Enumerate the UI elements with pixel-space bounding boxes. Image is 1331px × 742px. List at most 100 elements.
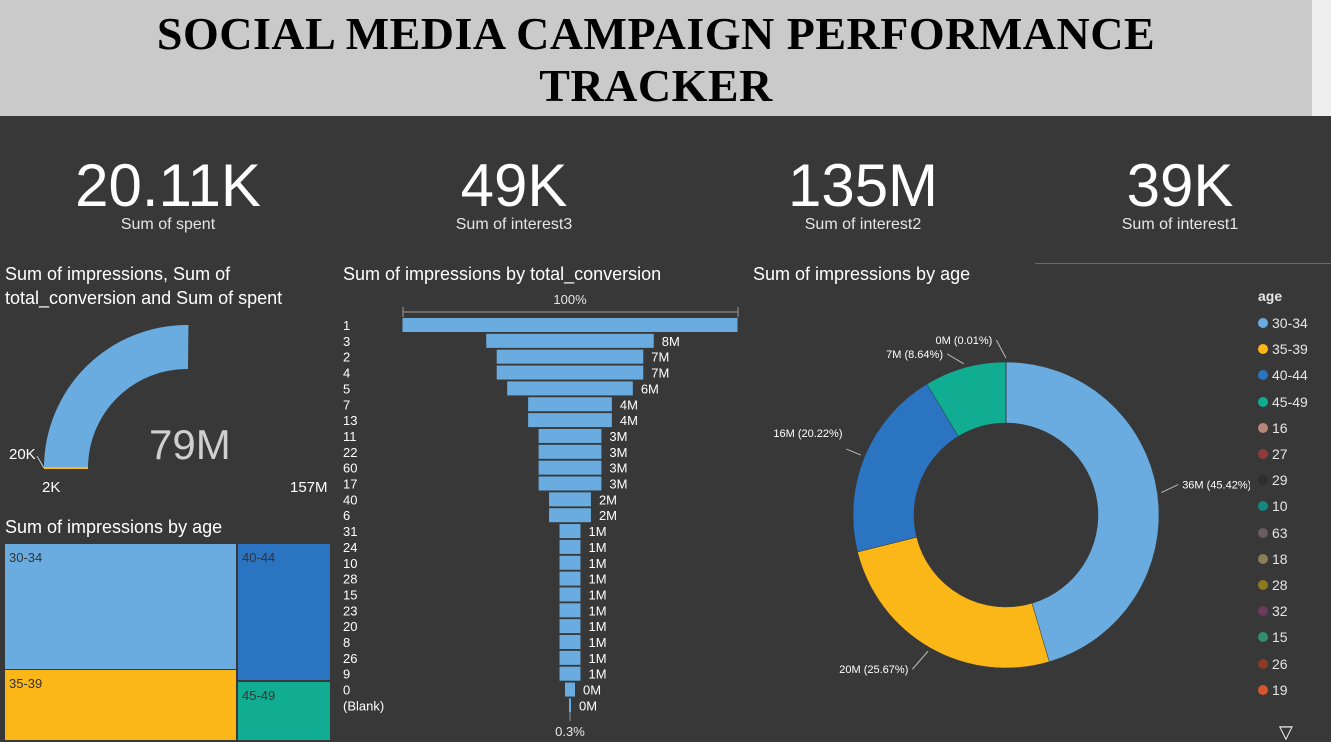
funnel-category-label: 17 [343,477,357,492]
treemap-cell-35-39[interactable]: 35-39 [5,670,236,740]
funnel-data-label: 2M [599,508,617,523]
funnel-bar[interactable] [486,334,654,348]
funnel-bar[interactable] [539,429,602,443]
donut-label-leader [996,340,1006,358]
funnel-data-label: 3M [609,445,627,460]
legend-dot-icon [1258,423,1268,433]
donut-data-label: 16M (20.22%) [773,428,842,440]
legend-item[interactable]: 32 [1258,598,1308,624]
funnel-bar[interactable] [497,350,644,364]
funnel-data-label: 1M [588,572,606,587]
legend-dot-icon [1258,397,1268,407]
kpi-value: 135M [713,150,1013,222]
legend-dot-icon [1258,554,1268,564]
kpi-card-interest3[interactable]: 49K Sum of interest3 [364,150,664,234]
treemap-cell-45-49[interactable]: 45-49 [238,682,330,740]
funnel-data-label: 1M [588,540,606,555]
legend-item[interactable]: 40-44 [1258,362,1308,388]
funnel-bar[interactable] [403,318,738,332]
kpi-value: 49K [364,150,664,222]
legend-item[interactable]: 28 [1258,572,1308,598]
funnel-category-label: 24 [343,540,357,555]
funnel-bar[interactable] [560,524,581,538]
funnel-bar[interactable] [560,587,581,601]
funnel-bar[interactable] [528,397,612,411]
donut-label-leader [912,651,928,669]
funnel-bar[interactable] [569,698,571,712]
kpi-card-interest1[interactable]: 39K Sum of interest1 [1030,150,1330,234]
legend-item-label: 15 [1272,629,1288,645]
funnel-bar[interactable] [560,556,581,570]
funnel-category-label: 9 [343,667,350,682]
legend-item[interactable]: 18 [1258,546,1308,572]
legend-dot-icon [1258,606,1268,616]
donut-data-label: 0M (0.01%) [935,335,992,347]
funnel-category-label: 11 [343,429,357,444]
funnel-bar[interactable] [565,683,575,697]
funnel-category-label: 8 [343,635,350,650]
legend-item-label: 32 [1272,603,1288,619]
legend-item[interactable]: 10 [1258,493,1308,519]
funnel-bar[interactable] [560,667,581,681]
funnel-data-label: 1M [588,556,606,571]
legend-item[interactable]: 29 [1258,467,1308,493]
donut-slice[interactable] [858,537,1050,668]
scroll-down-chevron-icon[interactable]: ▽ [1279,724,1293,740]
gauge-chart[interactable]: 20K 2K 157M 79M [0,318,335,498]
kpi-value: 39K [1030,150,1330,222]
funnel-bar[interactable] [549,508,591,522]
legend-item-label: 26 [1272,656,1288,672]
gauge-target-leader [37,456,44,468]
funnel-category-label: (Blank) [343,698,384,713]
kpi-card-interest2[interactable]: 135M Sum of interest2 [713,150,1013,234]
funnel-data-label: 1M [588,524,606,539]
legend-item-label: 63 [1272,525,1288,541]
legend-item[interactable]: 19 [1258,677,1308,703]
funnel-bar[interactable] [560,603,581,617]
legend-item[interactable]: 15 [1258,624,1308,650]
legend-item[interactable]: 16 [1258,415,1308,441]
kpi-card-spent[interactable]: 20.11K Sum of spent [18,150,318,234]
treemap-cell-label: 30-34 [9,550,42,565]
funnel-data-label: 1M [588,619,606,634]
gauge-value-label: 79M [149,421,231,468]
funnel-bar[interactable] [560,540,581,554]
treemap-cell-40-44[interactable]: 40-44 [238,544,330,680]
legend-item[interactable]: 30-34 [1258,310,1308,336]
donut-data-label: 36M (45.42%) [1182,480,1250,492]
funnel-bar[interactable] [549,492,591,506]
donut-label-leader [947,354,964,364]
funnel-bar[interactable] [539,445,602,459]
treemap-cell-label: 35-39 [9,676,42,691]
funnel-bar[interactable] [497,366,644,380]
donut-chart[interactable]: 36M (45.42%)20M (25.67%)16M (20.22%)7M (… [750,290,1250,710]
funnel-bar[interactable] [560,572,581,586]
funnel-category-label: 23 [343,603,357,618]
funnel-bar[interactable] [507,381,633,395]
treemap-title: Sum of impressions by age [5,515,222,539]
funnel-bar[interactable] [528,413,612,427]
kpi-label: Sum of spent [18,216,318,234]
header-scrollbar[interactable] [1312,0,1331,116]
funnel-data-label: 4M [620,413,638,428]
gauge-title: Sum of impressions, Sum of total_convers… [5,262,325,310]
funnel-title: Sum of impressions by total_conversion [343,262,661,286]
legend-item[interactable]: 63 [1258,520,1308,546]
funnel-data-label: 3M [609,429,627,444]
legend-item[interactable]: 26 [1258,650,1308,676]
funnel-bar[interactable] [539,461,602,475]
treemap-cell-label: 40-44 [242,550,275,565]
funnel-data-label: 1M [588,603,606,618]
legend-item[interactable]: 27 [1258,441,1308,467]
funnel-top-pct: 100% [553,292,587,307]
funnel-bar[interactable] [560,651,581,665]
treemap-cell-30-34[interactable]: 30-34 [5,544,236,669]
legend-item-label: 45-49 [1272,394,1308,410]
legend-item[interactable]: 35-39 [1258,336,1308,362]
funnel-bar[interactable] [539,477,602,491]
legend-item-label: 29 [1272,472,1288,488]
legend-item[interactable]: 45-49 [1258,389,1308,415]
funnel-bar[interactable] [560,635,581,649]
funnel-bar[interactable] [560,619,581,633]
